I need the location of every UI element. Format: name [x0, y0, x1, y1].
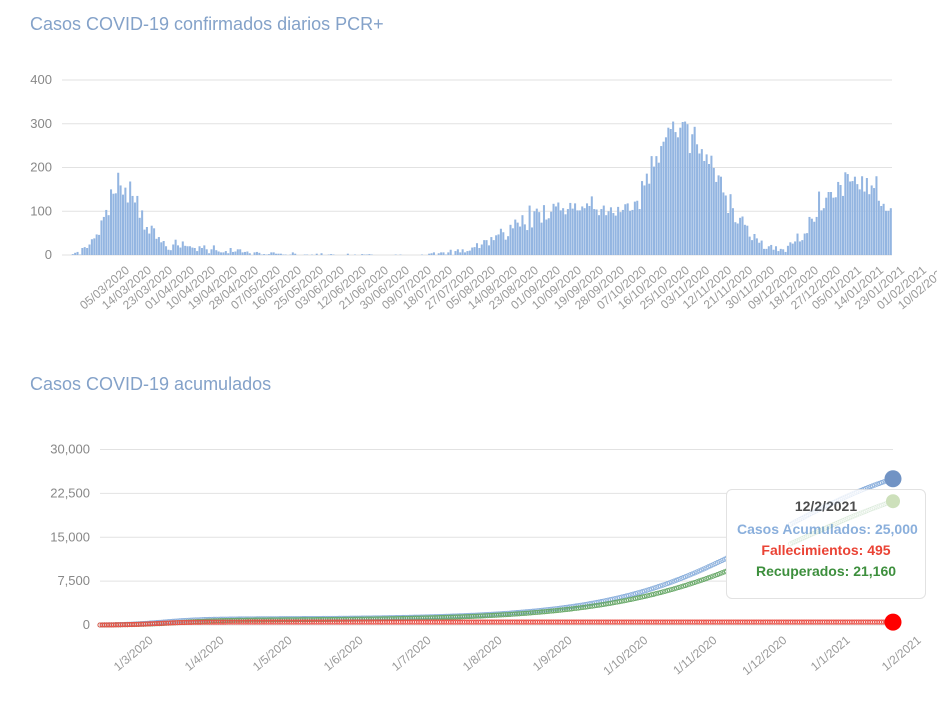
svg-text:200: 200 [30, 160, 52, 175]
svg-text:100: 100 [30, 203, 52, 218]
svg-text:0: 0 [45, 247, 52, 262]
svg-text:300: 300 [30, 116, 52, 131]
svg-text:400: 400 [30, 72, 52, 87]
